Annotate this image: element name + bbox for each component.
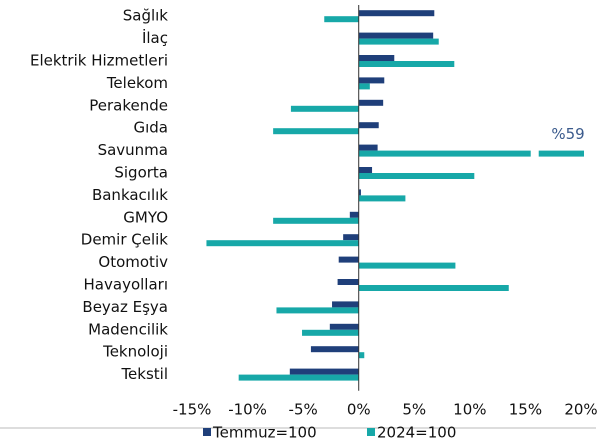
category-label: İlaç (142, 28, 168, 47)
legend-swatch (367, 428, 375, 436)
bar (276, 307, 359, 314)
bar (358, 189, 361, 196)
bar (238, 374, 359, 381)
bar (358, 144, 378, 151)
bar (329, 323, 359, 330)
category-label: Perakende (89, 96, 168, 114)
x-tick-label: 20% (564, 401, 597, 419)
bar (358, 77, 385, 84)
bar (358, 262, 456, 269)
category-label: Demir Çelik (81, 231, 169, 249)
bar (358, 99, 384, 106)
bar (289, 368, 359, 375)
bar (349, 211, 359, 218)
category-label: Sağlık (123, 7, 169, 25)
bar (273, 128, 359, 135)
bar (358, 122, 379, 129)
x-tick-label: 10% (453, 401, 486, 419)
bar (324, 16, 359, 23)
bar (358, 167, 373, 173)
bar (358, 173, 475, 179)
bar (338, 256, 359, 263)
category-label: Teknoloji (102, 343, 168, 361)
legend-swatch (203, 428, 211, 436)
bar (358, 195, 406, 202)
bar (358, 150, 531, 157)
bar (358, 32, 434, 39)
legend-label: Temmuz=100 (212, 424, 317, 442)
category-label: Beyaz Eşya (82, 298, 168, 316)
bar (343, 234, 359, 241)
legend-label: 2024=100 (377, 424, 456, 442)
bar (273, 217, 359, 224)
category-label: GMYO (123, 208, 168, 226)
category-label: Sigorta (114, 164, 168, 182)
x-tick-label: -5% (289, 401, 318, 419)
bar (206, 240, 359, 247)
category-label: Havayolları (84, 276, 168, 294)
x-tick-label: 15% (509, 401, 542, 419)
bar-break (538, 150, 584, 157)
x-tick-label: 0% (347, 401, 371, 419)
category-label: Bankacılık (92, 186, 168, 204)
category-label: Elektrik Hizmetleri (30, 52, 168, 70)
x-tick-label: -15% (173, 401, 212, 419)
category-label: Otomotiv (98, 253, 168, 271)
bar (358, 352, 365, 359)
bar (302, 329, 359, 336)
bar (358, 38, 439, 45)
bar (358, 83, 370, 90)
bar (358, 10, 435, 17)
category-label: Telekom (106, 74, 168, 92)
x-tick-label: 5% (402, 401, 426, 419)
x-tick-label: -10% (228, 401, 267, 419)
value-label: %59 (551, 125, 584, 143)
bar (290, 105, 359, 112)
category-label: Tekstil (120, 365, 168, 383)
bar (310, 346, 359, 353)
bar (358, 55, 395, 61)
category-label: Gıda (133, 119, 168, 137)
bar (332, 301, 359, 308)
bar (358, 61, 455, 67)
category-label: Savunma (98, 141, 168, 159)
bar (337, 279, 359, 285)
category-label: Madencilik (88, 320, 168, 338)
bar (358, 285, 509, 291)
